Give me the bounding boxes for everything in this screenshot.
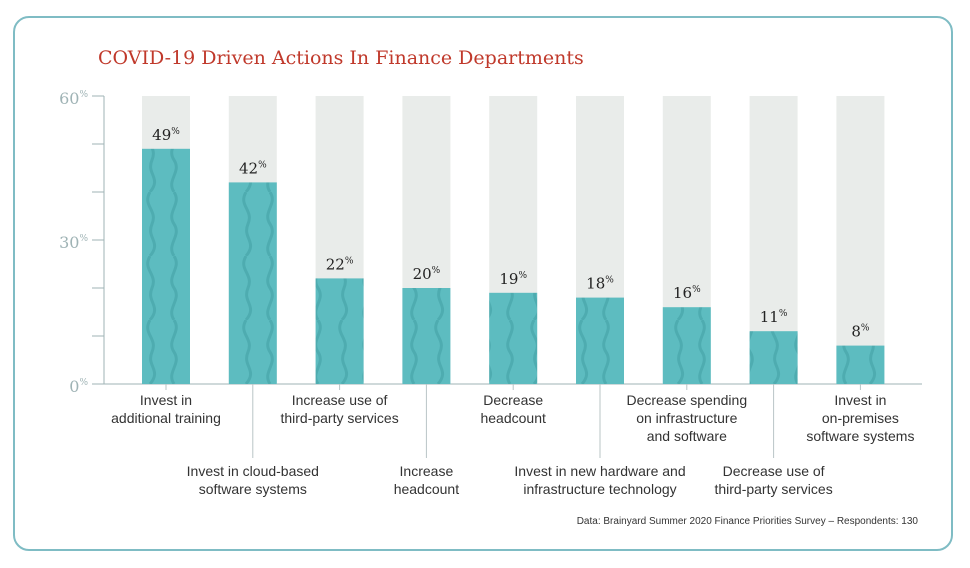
bar-value-label: 16% [673, 284, 701, 302]
bar [228, 182, 277, 384]
category-label: Increase use of third-party services [280, 392, 398, 426]
bar-value-label: 20% [413, 265, 441, 283]
bar-track [836, 96, 885, 384]
category-label: Invest in cloud-based software systems [187, 463, 319, 497]
chart-title: COVID-19 Driven Actions In Finance Depar… [98, 47, 584, 69]
bar-value-label: 22% [326, 255, 354, 273]
bar-value-label: 49% [152, 126, 180, 144]
bar [402, 288, 451, 384]
category-label: Invest in new hardware and infrastructure… [514, 463, 685, 497]
bar [662, 307, 711, 384]
category-label: Decrease headcount [480, 392, 546, 426]
bar [315, 278, 364, 384]
bar-value-label: 18% [586, 275, 614, 293]
bar-value-label: 11% [760, 308, 788, 326]
bar [836, 345, 885, 384]
bar [142, 148, 190, 384]
category-label: Invest in on-premises software systems [806, 392, 914, 444]
category-label: Invest in additional training [111, 392, 221, 426]
category-label: Increase headcount [394, 463, 460, 497]
bar [489, 292, 538, 384]
category-label: Decrease use of third-party services [714, 463, 832, 497]
bar [576, 297, 624, 384]
bar-value-label: 8% [851, 323, 870, 341]
bar-value-label: 19% [499, 270, 527, 288]
category-label: Decrease spending on infrastructure and so… [626, 392, 747, 444]
source-note: Data: Brainyard Summer 2020 Finance Prio… [576, 516, 918, 527]
bar [749, 331, 798, 384]
bar-value-label: 42% [239, 159, 267, 177]
y-tick-label: 60% [59, 89, 88, 108]
y-tick-label: 0% [69, 377, 88, 396]
y-tick-label: 30% [59, 233, 88, 252]
